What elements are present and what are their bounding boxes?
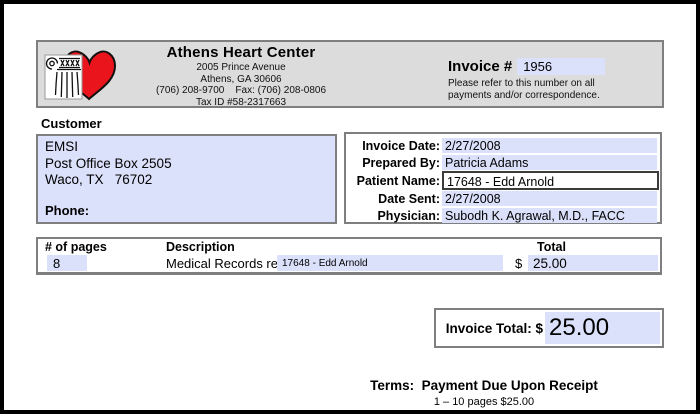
prepared-by-row: Prepared By: Patricia Adams [346, 154, 660, 171]
invoice-note-line2: payments and/or correspondence. [448, 89, 600, 101]
pages-count-field[interactable]: 8 [47, 255, 87, 271]
customer-address-line2: Waco, TX 76702 [45, 172, 153, 187]
customer-address-line1: Post Office Box 2505 [45, 155, 172, 171]
clinic-phone-fax: (706) 208-9700 Fax: (706) 208-0806 [155, 85, 327, 96]
patient-name-input[interactable]: 17648 - Edd Arnold [442, 171, 659, 190]
clinic-address-line1: 2005 Prince Avenue [196, 62, 286, 73]
date-sent-label: Date Sent: [378, 191, 440, 206]
description-patient-field[interactable]: 17648 - Edd Arnold [277, 255, 503, 271]
clinic-name: Athens Heart Center [166, 44, 316, 61]
invoice-number-label: Invoice # [448, 58, 513, 75]
invoice-details-panel: Invoice Date: 2/27/2008 Prepared By: Pat… [344, 132, 662, 224]
clinic-info: Athens Heart Center 2005 Prince Avenue A… [124, 44, 358, 108]
physician-label: Physician: [377, 208, 440, 223]
physician-field[interactable]: Subodh K. Agrawal, M.D., FACC [442, 208, 657, 223]
clinic-address-line2: Athens, GA 30606 [200, 73, 282, 85]
customer-address-field[interactable]: EMSI Post Office Box 2505 Waco, TX 76702… [36, 134, 337, 224]
invoice-number-block: Invoice # 1956 Please refer to this numb… [448, 58, 658, 101]
physician-row: Physician: Subodh K. Agrawal, M.D., FACC [346, 207, 660, 224]
invoice-total-label: Invoice Total: $ [445, 320, 543, 336]
date-sent-row: Date Sent: 2/27/2008 [346, 190, 660, 207]
patient-name-label: Patient Name: [356, 173, 440, 188]
invoice-number-field[interactable]: 1956 [517, 58, 606, 75]
prepared-by-label: Prepared By: [362, 155, 440, 170]
terms-block: Terms: Payment Due Upon Receipt 1 – 10 p… [294, 378, 674, 408]
total-column-header: Total [537, 240, 566, 254]
invoice-note: Please refer to this number on all payme… [448, 78, 658, 101]
terms-pricing-note: 1 – 10 pages $25.00 [433, 396, 535, 408]
pages-column-header: # of pages [45, 240, 107, 254]
invoice-date-row: Invoice Date: 2/27/2008 [346, 137, 660, 154]
line-total-field[interactable]: 25.00 [528, 255, 658, 271]
date-sent-field[interactable]: 2/27/2008 [442, 191, 657, 206]
patient-name-row: Patient Name: 17648 - Edd Arnold [346, 171, 660, 190]
invoice-note-line1: Please refer to this number on all [448, 78, 595, 89]
invoice-total-box: Invoice Total: $ 25.00 [434, 308, 664, 348]
clinic-tax-id: Tax ID #58-2317663 [195, 96, 287, 108]
customer-phone-label: Phone: [45, 202, 90, 218]
heart-column-logo-icon [44, 50, 117, 101]
customer-section-label: Customer [41, 116, 102, 131]
customer-name: EMSI [45, 139, 79, 154]
terms-line: Terms: Payment Due Upon Receipt [370, 378, 598, 393]
description-column-header: Description [166, 240, 235, 254]
invoice-date-label: Invoice Date: [362, 138, 440, 153]
invoice-date-field[interactable]: 2/27/2008 [442, 138, 657, 153]
line-items-table: # of pages Description Total 8 Medical R… [36, 237, 662, 275]
invoice-total-field[interactable]: 25.00 [545, 312, 660, 344]
currency-symbol: $ [515, 256, 523, 271]
prepared-by-field[interactable]: Patricia Adams [442, 155, 657, 170]
clinic-header: Athens Heart Center 2005 Prince Avenue A… [36, 40, 664, 108]
